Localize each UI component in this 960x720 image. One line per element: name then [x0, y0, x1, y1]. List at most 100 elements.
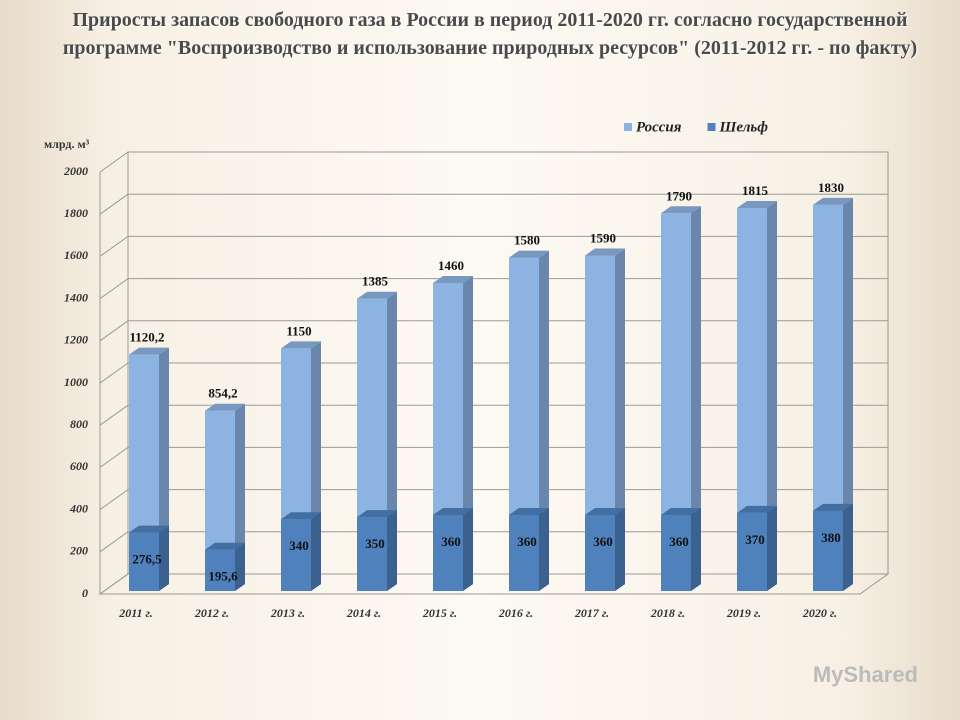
grid-line-side: [99, 531, 129, 553]
legend-label: Шельф: [719, 119, 769, 135]
bar-top: [433, 275, 473, 283]
grid-line-side: [99, 193, 129, 215]
bar-top: [357, 510, 397, 518]
bar: [585, 515, 615, 591]
bar-top: [281, 512, 321, 520]
y-tick-label: 1200: [64, 333, 88, 347]
bar-top: [129, 525, 169, 533]
grid-line-side: [99, 151, 129, 173]
grid-line-side: [99, 446, 129, 468]
bar-top: [813, 197, 853, 205]
chart-title: Приросты запасов свободного газа в Росси…: [62, 9, 918, 59]
bar-top: [205, 542, 245, 550]
legend-label: Россия: [636, 119, 682, 135]
bar-top: [661, 508, 701, 516]
x-tick-label: 2018 г.: [650, 606, 685, 620]
bar-side: [387, 510, 397, 591]
bar-top: [205, 403, 245, 411]
y-axis-label: млрд. м³: [44, 137, 90, 151]
bar-top: [585, 508, 625, 516]
data-label: 1150: [286, 323, 311, 338]
data-label: 276,5: [132, 552, 162, 567]
bar-side: [235, 542, 245, 591]
x-tick-label: 2012 г.: [194, 606, 229, 620]
grid-line-side: [99, 278, 129, 300]
x-tick-label: 2011 г.: [118, 606, 153, 620]
bar-side: [843, 503, 853, 591]
x-tick-label: 2014 г.: [346, 606, 381, 620]
bar: [129, 532, 159, 591]
grid-line-side: [99, 489, 129, 511]
bar-side: [159, 525, 169, 591]
grid-line-side: [99, 573, 129, 595]
watermark: MyShared: [813, 662, 918, 687]
data-label: 1830: [818, 180, 844, 195]
bar-side: [615, 248, 625, 591]
bar-top: [281, 341, 321, 349]
bar: [205, 549, 235, 591]
x-tick-label: 2013 г.: [270, 606, 305, 620]
grid-line-side: [99, 362, 129, 384]
data-label: 360: [441, 534, 461, 549]
x-tick-label: 2016 г.: [498, 606, 533, 620]
bar-top: [737, 505, 777, 513]
bar-top: [509, 508, 549, 516]
bar: [661, 515, 691, 591]
y-tick-label: 1400: [64, 290, 88, 304]
bar-top: [433, 508, 473, 516]
bar-side: [311, 512, 321, 591]
y-tick-label: 1600: [64, 248, 88, 262]
bar-side: [615, 508, 625, 591]
data-label: 1385: [362, 274, 389, 289]
data-label: 1815: [742, 183, 769, 198]
bar: [813, 510, 843, 591]
grid-line-side: [99, 320, 129, 342]
data-label: 360: [517, 534, 537, 549]
data-label: 340: [289, 538, 309, 553]
legend-swatch: [707, 123, 716, 131]
bar-side: [767, 505, 777, 591]
data-label: 1120,2: [129, 330, 164, 345]
bar-side: [539, 508, 549, 591]
data-label: 380: [821, 530, 841, 545]
bar-top: [661, 206, 701, 214]
bar: [433, 515, 463, 591]
bar: [737, 512, 767, 591]
data-label: 1460: [438, 258, 464, 273]
bar-side: [767, 201, 777, 591]
x-tick-label: 2019 г.: [726, 606, 761, 620]
grid-line-side: [99, 404, 129, 426]
data-label: 195,6: [208, 569, 238, 584]
grid-line-side: [99, 235, 129, 257]
bar-side: [539, 250, 549, 591]
data-label: 360: [593, 534, 613, 549]
data-label: 1580: [514, 233, 540, 248]
y-tick-label: 2000: [63, 164, 88, 178]
bar-top: [585, 248, 625, 256]
bar: [281, 519, 311, 591]
y-tick-label: 1000: [64, 375, 88, 389]
bar-side: [463, 508, 473, 591]
bar-top: [813, 503, 853, 511]
y-tick-label: 1800: [64, 206, 88, 220]
y-tick-label: 400: [69, 501, 88, 515]
bar-side: [691, 508, 701, 591]
y-tick-label: 200: [69, 544, 88, 558]
bar: [509, 515, 539, 591]
bar-side: [691, 206, 701, 591]
y-tick-label: 600: [70, 459, 88, 473]
bar: [357, 517, 387, 591]
y-tick-label: 800: [70, 417, 88, 431]
bar-top: [129, 347, 169, 355]
x-tick-label: 2017 г.: [574, 606, 609, 620]
data-label: 854,2: [208, 386, 237, 401]
x-tick-label: 2020 г.: [802, 606, 837, 620]
bar-top: [357, 291, 397, 299]
legend-swatch: [624, 123, 632, 131]
data-label: 360: [669, 534, 689, 549]
y-tick-label: 0: [82, 586, 88, 600]
bar-top: [509, 250, 549, 258]
data-label: 350: [365, 536, 385, 551]
